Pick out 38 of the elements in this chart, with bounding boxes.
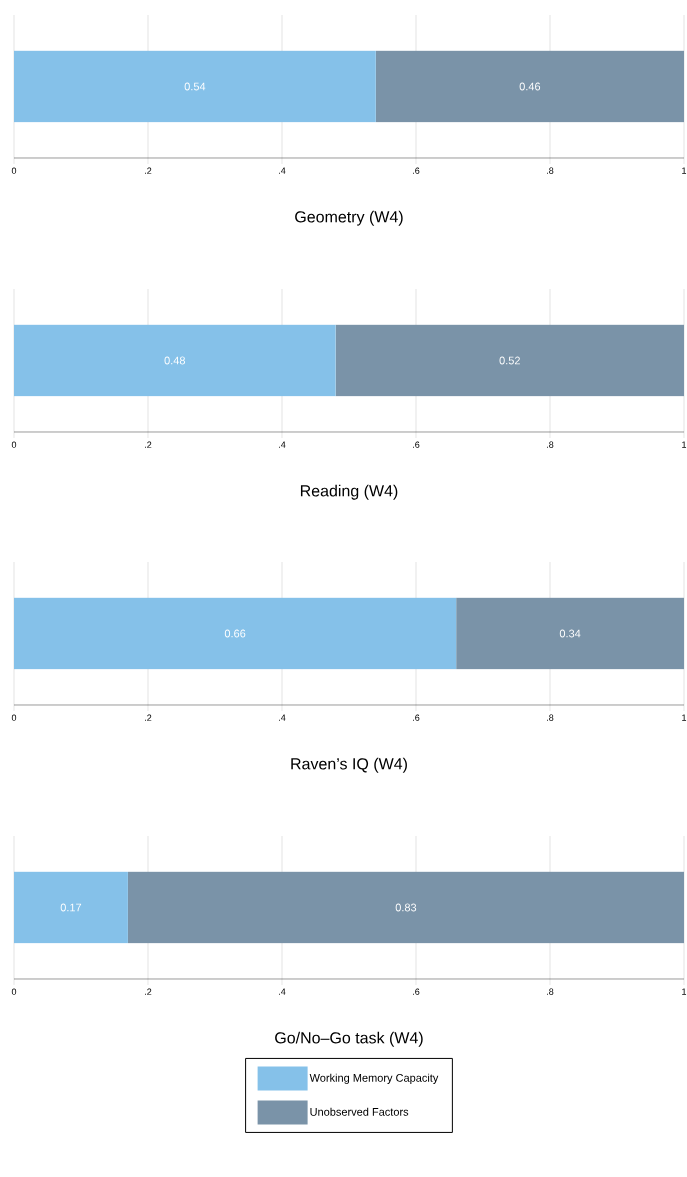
data-label: 0.48	[164, 356, 186, 365]
legend-label: Unobserved Factors	[310, 1107, 409, 1116]
x-tick-label: .4	[279, 714, 286, 721]
x-tick-label: 1	[682, 714, 687, 721]
data-label: 0.46	[519, 82, 541, 91]
x-tick-label: 0	[11, 167, 17, 174]
x-tick-label: .2	[145, 167, 152, 174]
x-tick-label: 0	[11, 441, 17, 448]
data-label: 0.83	[395, 903, 417, 912]
x-tick-label: .8	[547, 167, 554, 174]
x-tick-label: .8	[547, 714, 554, 721]
x-tick-label: .2	[145, 714, 152, 721]
x-tick-label: .6	[413, 714, 420, 721]
x-tick-label: .6	[413, 441, 420, 448]
data-label: 0.17	[60, 903, 82, 912]
legend-label: Working Memory Capacity	[309, 1073, 439, 1084]
data-label: 0.34	[559, 629, 581, 638]
x-tick-label: 1	[682, 167, 687, 174]
x-tick-label: .8	[547, 988, 554, 995]
x-tick-label: .6	[413, 167, 420, 174]
x-axis-title: Raven’s IQ (W4)	[291, 757, 407, 773]
x-tick-label: .2	[145, 441, 152, 448]
data-label: 0.54	[184, 82, 206, 91]
x-axis-title: Geometry (W4)	[295, 210, 403, 226]
x-tick-label: .4	[279, 988, 286, 995]
x-axis-title: Reading (W4)	[300, 484, 398, 500]
x-tick-label: .6	[413, 988, 420, 995]
x-tick-label: 1	[682, 988, 687, 995]
x-tick-label: .2	[145, 988, 152, 995]
x-tick-label: .8	[547, 441, 554, 448]
x-tick-label: 0	[11, 988, 17, 995]
x-tick-label: 1	[682, 441, 687, 448]
data-label: 0.66	[224, 629, 246, 638]
x-tick-label: .4	[279, 167, 286, 174]
x-axis-title: Go/No–Go task (W4)	[275, 1031, 423, 1047]
x-tick-label: 0	[11, 714, 17, 721]
x-tick-label: .4	[279, 441, 286, 448]
data-label: 0.52	[499, 356, 520, 365]
